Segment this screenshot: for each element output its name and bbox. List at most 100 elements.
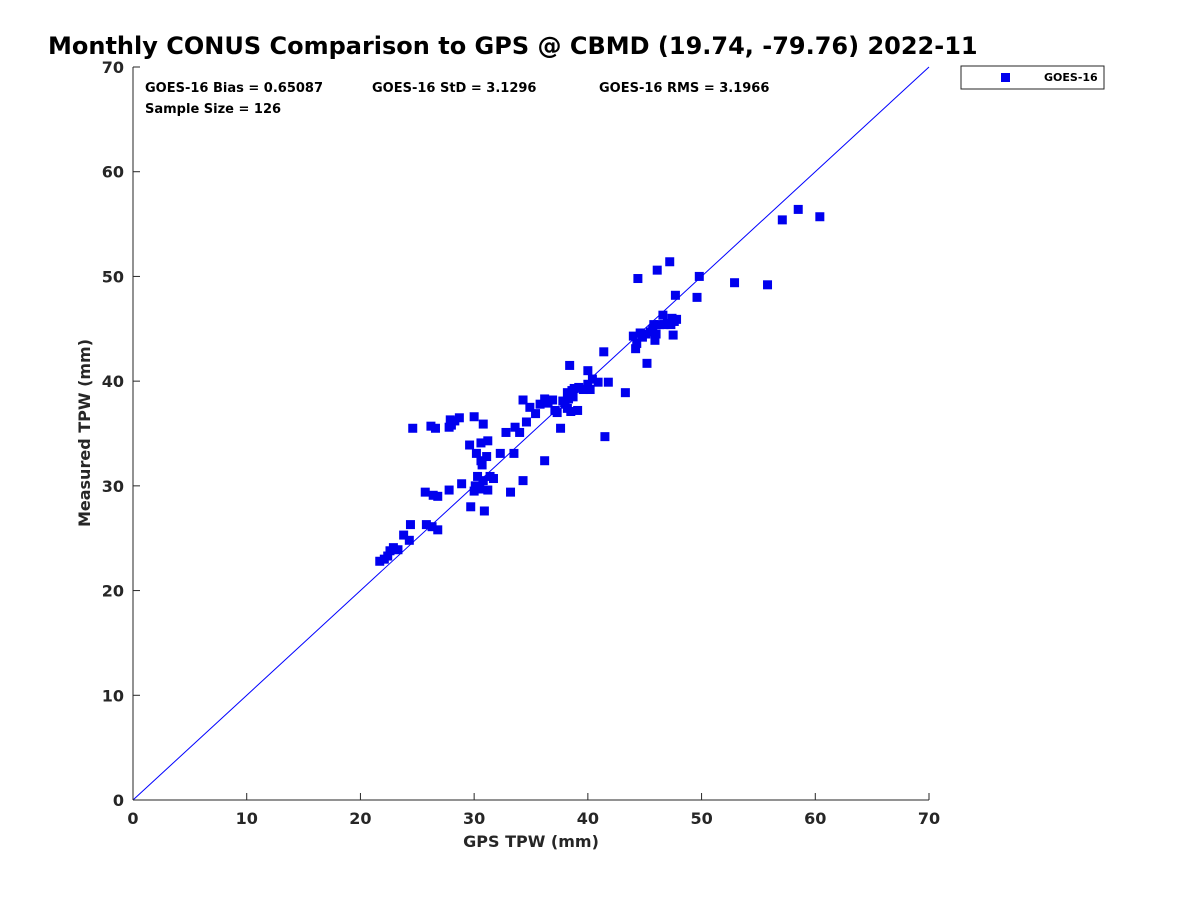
data-point xyxy=(427,522,437,532)
data-point xyxy=(469,412,479,422)
data-point xyxy=(649,320,659,330)
data-point xyxy=(465,440,475,450)
data-point xyxy=(793,204,803,214)
data-point xyxy=(450,416,460,426)
data-point xyxy=(525,402,535,412)
data-point xyxy=(763,280,773,290)
data-point xyxy=(593,377,603,387)
data-point xyxy=(477,460,487,470)
data-point xyxy=(482,452,492,462)
x-tick-label: 50 xyxy=(690,809,712,828)
x-tick-label: 10 xyxy=(236,809,258,828)
data-point xyxy=(603,377,613,387)
data-point xyxy=(668,330,678,340)
data-point xyxy=(628,331,638,341)
data-point xyxy=(428,490,438,500)
chart-title: Monthly CONUS Comparison to GPS @ CBMD (… xyxy=(48,32,978,60)
data-point xyxy=(420,487,430,497)
data-point xyxy=(383,551,393,561)
data-point xyxy=(620,388,630,398)
data-point xyxy=(583,379,593,389)
legend-label: GOES-16 xyxy=(1044,71,1098,84)
data-point xyxy=(399,530,409,540)
data-point xyxy=(599,347,609,357)
data-point xyxy=(469,486,479,496)
data-point xyxy=(509,448,519,458)
data-point xyxy=(815,212,825,222)
data-point xyxy=(631,344,641,354)
y-tick-label: 20 xyxy=(102,582,124,601)
data-point xyxy=(573,405,583,415)
data-point xyxy=(694,271,704,281)
data-point xyxy=(600,432,610,442)
data-point xyxy=(566,407,576,417)
data-point xyxy=(672,314,682,324)
data-point xyxy=(654,320,664,330)
data-point xyxy=(510,422,520,432)
one-to-one-line xyxy=(132,66,930,801)
data-point xyxy=(585,385,595,395)
y-tick-label: 40 xyxy=(102,372,124,391)
data-point xyxy=(641,329,651,339)
data-point xyxy=(375,556,385,566)
data-point xyxy=(515,427,525,437)
data-point xyxy=(475,484,485,494)
data-point xyxy=(632,338,642,348)
data-point xyxy=(476,438,486,448)
data-point xyxy=(393,545,403,555)
data-point xyxy=(652,265,662,275)
data-point xyxy=(518,476,528,486)
data-point xyxy=(587,374,597,384)
stat-rms: GOES-16 RMS = 3.1966 xyxy=(599,81,769,96)
data-point xyxy=(548,395,558,405)
data-point xyxy=(578,385,588,395)
data-point xyxy=(552,408,562,418)
data-point xyxy=(426,421,436,431)
legend-box xyxy=(960,65,1105,90)
data-point xyxy=(466,502,476,512)
data-point xyxy=(478,419,488,429)
y-tick-label: 0 xyxy=(113,791,124,810)
y-axis-label: Measured TPW (mm) xyxy=(75,339,94,527)
data-point xyxy=(670,290,680,300)
data-point xyxy=(479,506,489,516)
data-point xyxy=(565,360,575,370)
data-point xyxy=(777,215,787,225)
data-point xyxy=(404,535,414,545)
x-tick-label: 70 xyxy=(918,809,940,828)
x-tick-label: 0 xyxy=(127,809,138,828)
data-point xyxy=(569,383,579,393)
data-point xyxy=(692,292,702,302)
data-point xyxy=(471,448,481,458)
data-point xyxy=(433,525,443,535)
x-tick-label: 20 xyxy=(349,809,371,828)
y-tick-label: 10 xyxy=(102,686,124,705)
data-point xyxy=(650,335,660,345)
data-point xyxy=(556,423,566,433)
data-point xyxy=(633,274,643,284)
data-point xyxy=(501,427,511,437)
data-point xyxy=(433,491,443,501)
data-point xyxy=(454,413,464,423)
data-point xyxy=(730,278,740,288)
axes: 0 10 20 30 40 50 60 70 0 10 20 30 40 50 60 70 xyxy=(102,58,940,828)
legend-marker-square xyxy=(1001,73,1010,82)
data-point xyxy=(651,329,661,339)
y-tick-label: 60 xyxy=(102,163,124,182)
data-points xyxy=(375,204,825,566)
data-point xyxy=(405,520,415,530)
x-tick-label: 40 xyxy=(577,809,599,828)
data-point xyxy=(543,398,553,408)
data-point xyxy=(540,456,550,466)
stat-std: GOES-16 StD = 3.1296 xyxy=(372,81,536,96)
x-axis-label: GPS TPW (mm) xyxy=(463,832,599,851)
data-point xyxy=(658,310,668,320)
data-point xyxy=(642,358,652,368)
plot-area: 0 10 20 30 40 50 60 70 0 10 20 30 40 50 60 70 xyxy=(102,58,940,828)
data-point xyxy=(531,409,541,419)
data-point xyxy=(564,394,574,404)
stat-bias: GOES-16 Bias = 0.65087 xyxy=(145,81,323,96)
data-point xyxy=(518,395,528,405)
data-point xyxy=(574,382,584,392)
